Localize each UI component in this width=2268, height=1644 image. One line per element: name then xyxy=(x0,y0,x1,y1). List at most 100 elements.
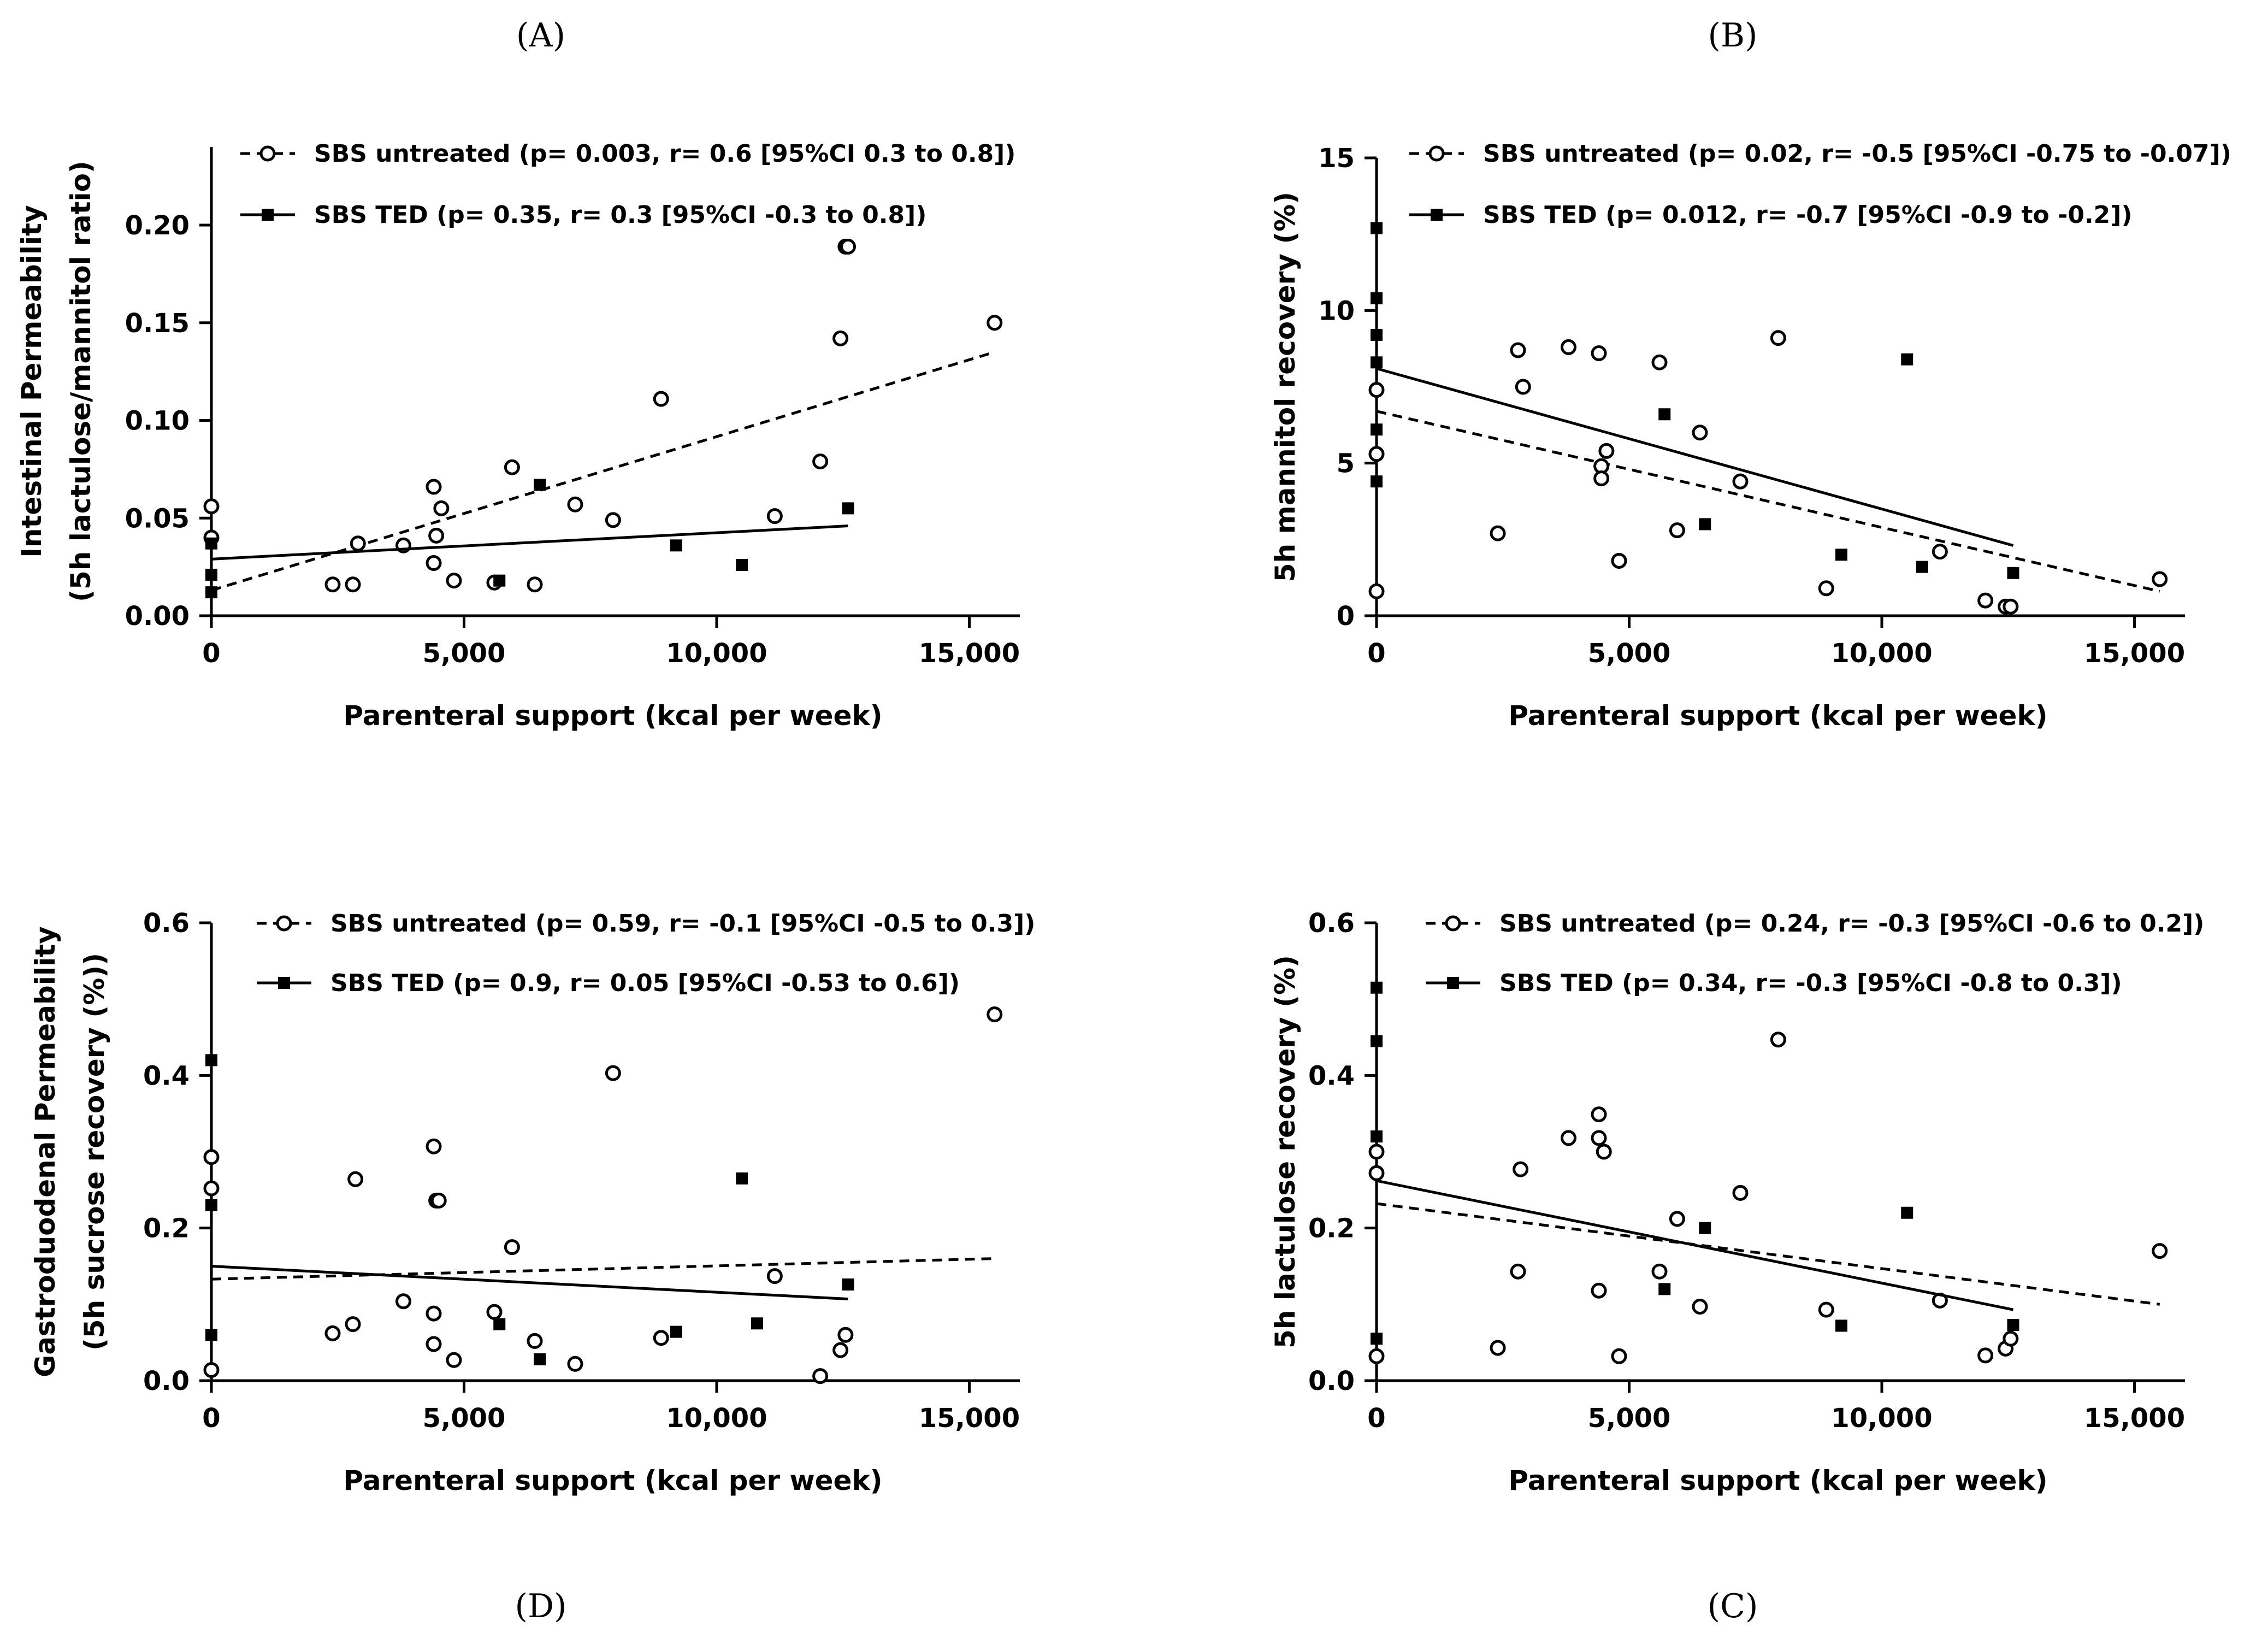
data-point-sbs-untreated xyxy=(987,315,1003,331)
legend-label: SBS TED (p= 0.35, r= 0.3 [95%CI -0.3 to … xyxy=(314,201,926,229)
data-point-sbs-untreated xyxy=(1818,580,1834,597)
data-point-sbs-untreated xyxy=(1611,1348,1627,1364)
legend-label: SBS untreated (p= 0.59, r= -0.1 [95%CI -… xyxy=(330,910,1035,938)
x-tick-label: 15,000 xyxy=(2084,638,2185,669)
legend-marker-square xyxy=(278,977,290,989)
data-point-sbs-untreated xyxy=(1561,1130,1576,1146)
data-point-sbs-untreated xyxy=(2152,1243,2168,1259)
data-point-sbs-ted xyxy=(2007,1319,2019,1331)
x-tick-label: 0 xyxy=(202,638,220,669)
data-point-sbs-ted xyxy=(1371,1035,1383,1047)
x-tick-label: 10,000 xyxy=(1831,1403,1932,1434)
data-point-sbs-ted xyxy=(1901,1206,1913,1219)
fit-line-sbs-untreated xyxy=(211,350,995,592)
data-point-sbs-untreated xyxy=(1368,1144,1385,1160)
data-point-sbs-untreated xyxy=(1651,354,1668,370)
x-tick-label: 10,000 xyxy=(1831,638,1932,669)
data-point-sbs-untreated xyxy=(1611,552,1627,569)
legend-entry-sbs-untreated: SBS untreated (p= 0.59, r= -0.1 [95%CI -… xyxy=(257,910,1035,938)
legend-marker-circle xyxy=(1445,915,1461,932)
data-point-sbs-untreated xyxy=(1669,1211,1685,1227)
data-point-sbs-untreated xyxy=(1490,1340,1506,1356)
data-point-sbs-untreated xyxy=(1977,592,1994,609)
legend-label: SBS untreated (p= 0.003, r= 0.6 [95%CI 0… xyxy=(314,140,1015,168)
data-point-sbs-untreated xyxy=(324,1325,341,1341)
data-point-sbs-ted xyxy=(670,539,682,552)
data-point-sbs-untreated xyxy=(832,330,849,346)
x-tick-label: 0 xyxy=(1367,638,1385,669)
data-point-sbs-ted xyxy=(1658,1283,1671,1295)
panel-letter: (D) xyxy=(515,1587,567,1625)
y-tick-label: 5 xyxy=(1337,449,1355,479)
data-point-sbs-untreated xyxy=(1591,1106,1607,1123)
data-point-sbs-ted xyxy=(1658,408,1671,421)
data-point-sbs-untreated xyxy=(1692,425,1708,441)
data-point-sbs-ted xyxy=(205,537,217,550)
fit-line-sbs-ted xyxy=(1376,1179,2013,1311)
data-point-sbs-untreated xyxy=(428,527,445,544)
data-point-sbs-untreated xyxy=(1368,446,1385,462)
data-point-sbs-ted xyxy=(1835,1319,1847,1332)
y-tick-label: 0.0 xyxy=(1308,1366,1355,1396)
legend-entry-sbs-ted: SBS TED (p= 0.9, r= 0.05 [95%CI -0.53 to… xyxy=(257,969,960,997)
data-point-sbs-untreated xyxy=(1515,379,1531,395)
data-point-sbs-untreated xyxy=(1513,1161,1529,1177)
x-axis-title: Parenteral support (kcal per week) xyxy=(1508,1465,2047,1496)
legend-entry-sbs-ted: SBS TED (p= 0.012, r= -0.7 [95%CI -0.9 t… xyxy=(1409,201,2133,229)
fit-line-sbs-ted xyxy=(211,525,848,561)
data-point-sbs-ted xyxy=(842,1278,854,1291)
x-tick-label: 5,000 xyxy=(423,1403,506,1434)
data-point-sbs-untreated xyxy=(1591,1282,1607,1299)
data-point-sbs-untreated xyxy=(395,1293,411,1310)
data-point-sbs-untreated xyxy=(812,453,829,470)
fit-line-sbs-ted xyxy=(1376,367,2014,547)
legend-marker-circle xyxy=(259,145,276,162)
data-point-sbs-ted xyxy=(751,1317,763,1330)
data-point-sbs-untreated xyxy=(1591,1130,1607,1146)
data-point-sbs-untreated xyxy=(1593,470,1610,487)
fit-line-sbs-ted xyxy=(211,1265,848,1301)
data-point-sbs-untreated xyxy=(1368,1348,1385,1364)
legend-entry-sbs-untreated: SBS untreated (p= 0.02, r= -0.5 [95%CI -… xyxy=(1409,140,2231,168)
x-tick-label: 5,000 xyxy=(1588,1403,1671,1434)
y-axis-title: Gastroduodenal Permeability xyxy=(29,926,61,1377)
data-point-sbs-untreated xyxy=(1596,1144,1612,1160)
y-axis-title: (5h sucrose recovery (%)) xyxy=(79,953,110,1351)
y-tick-label: 10 xyxy=(1318,296,1355,326)
panel-letter: (B) xyxy=(1708,16,1758,55)
data-point-sbs-untreated xyxy=(1818,1301,1834,1318)
legend-entry-sbs-untreated: SBS untreated (p= 0.003, r= 0.6 [95%CI 0… xyxy=(240,140,1015,168)
data-point-sbs-untreated xyxy=(1692,1299,1708,1315)
panel-a: (A) 0 5,000 10,000 15,000 0.00 0.05 0.10 0.15 0.2… xyxy=(16,16,1020,732)
data-point-sbs-untreated xyxy=(504,459,520,475)
data-point-sbs-untreated xyxy=(567,1356,583,1372)
legend-marker-square xyxy=(1447,977,1459,989)
data-point-sbs-untreated xyxy=(567,496,583,512)
data-point-sbs-untreated xyxy=(1770,330,1786,346)
legend-marker-square xyxy=(262,209,274,221)
data-point-sbs-ted xyxy=(736,559,748,571)
x-tick-label: 15,000 xyxy=(919,638,1020,669)
data-point-sbs-untreated xyxy=(347,1171,364,1187)
series-sbs-untreated xyxy=(1368,1032,2168,1364)
data-point-sbs-untreated xyxy=(1510,1263,1526,1280)
panel-letter: (C) xyxy=(1708,1587,1758,1625)
y-tick-label: 0 xyxy=(1337,601,1355,632)
data-point-sbs-untreated xyxy=(1368,1165,1385,1181)
legend-marker-circle xyxy=(276,915,292,932)
data-point-sbs-untreated xyxy=(605,512,621,528)
data-point-sbs-ted xyxy=(205,568,217,581)
y-tick-label: 0.05 xyxy=(125,503,190,534)
data-point-sbs-untreated xyxy=(324,576,341,593)
data-point-sbs-untreated xyxy=(203,1180,220,1197)
data-point-sbs-untreated xyxy=(766,508,783,525)
x-tick-label: 5,000 xyxy=(423,638,506,669)
data-point-sbs-ted xyxy=(736,1172,748,1185)
data-point-sbs-ted xyxy=(1371,1333,1383,1345)
data-point-sbs-untreated xyxy=(2003,598,2019,615)
data-point-sbs-untreated xyxy=(1932,544,1948,560)
legend-entry-sbs-ted: SBS TED (p= 0.34, r= -0.3 [95%CI -0.8 to… xyxy=(1426,969,2122,997)
data-point-sbs-ted xyxy=(493,1318,506,1330)
legend-label: SBS TED (p= 0.012, r= -0.7 [95%CI -0.9 t… xyxy=(1483,201,2133,229)
